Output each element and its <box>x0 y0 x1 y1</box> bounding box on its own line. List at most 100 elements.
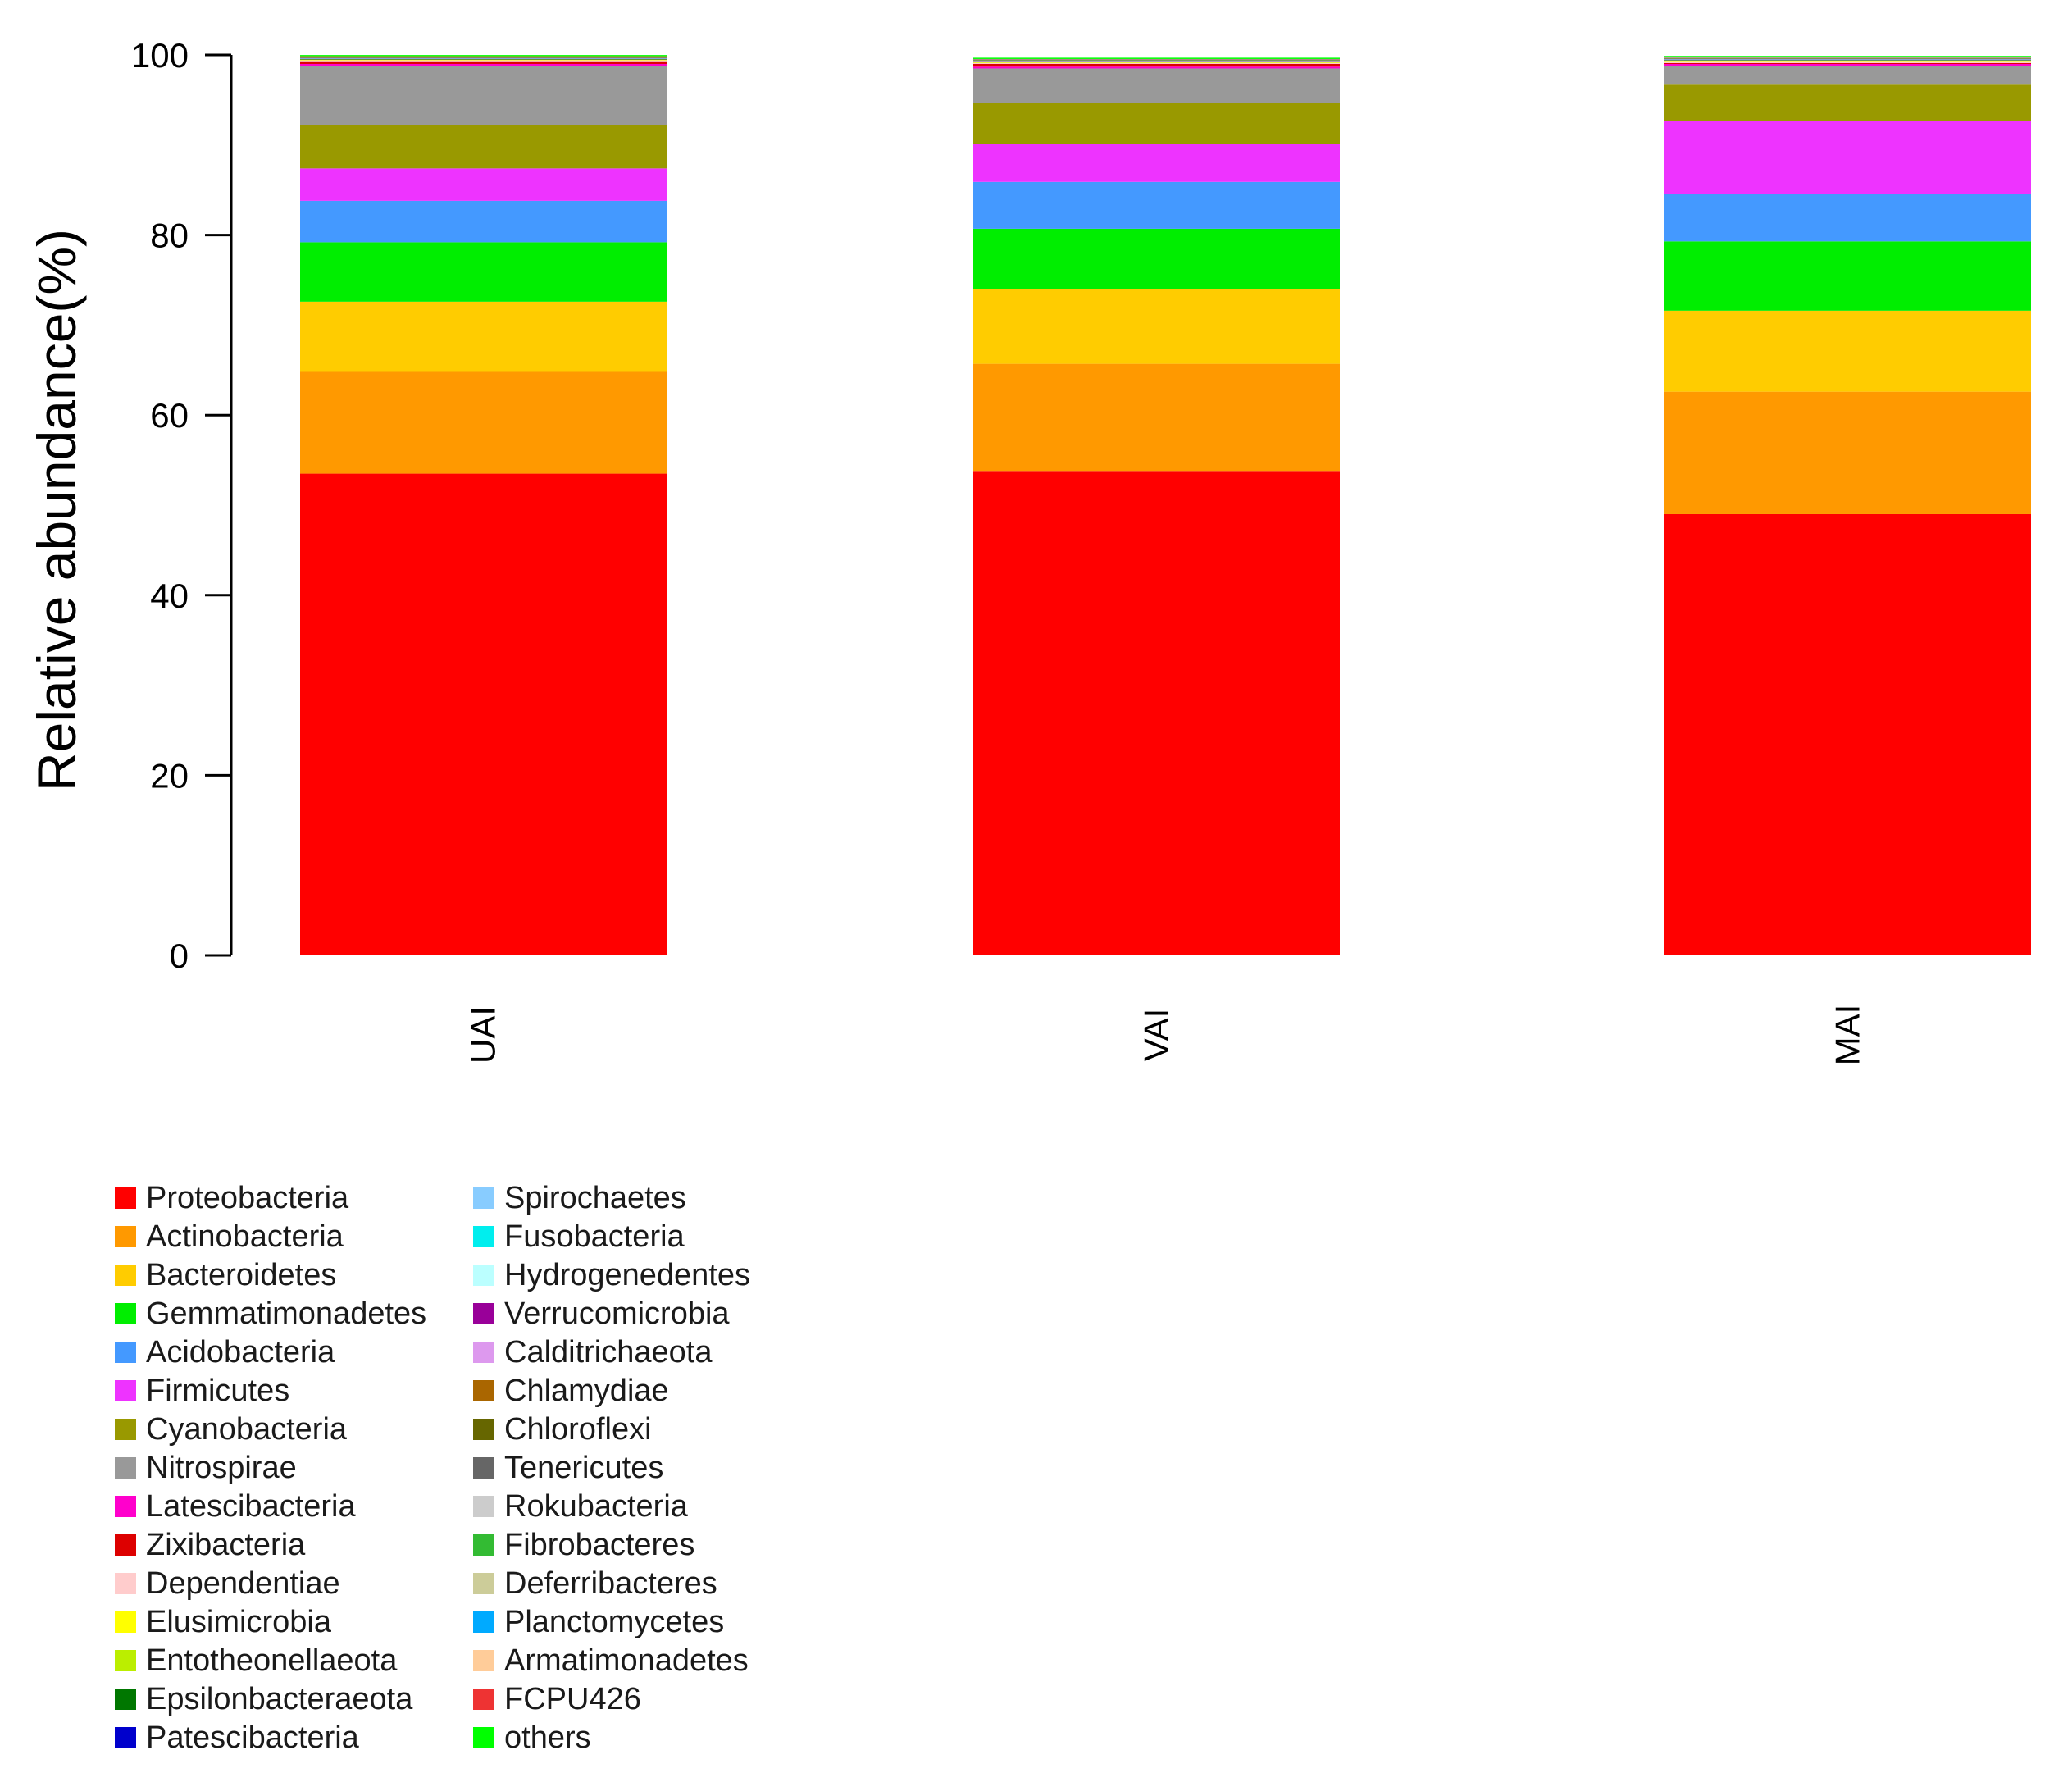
bar-segment-nitrospirae <box>1664 66 2031 85</box>
bar-segment-cyanobacteria <box>973 103 1340 144</box>
legend-swatch <box>473 1650 494 1671</box>
bar-segment-elusimicrobia <box>973 62 1340 63</box>
bar-segment-firmicutes <box>300 168 667 201</box>
y-axis-title: Relative abundance(%) <box>26 229 87 791</box>
bar-segment-latescibacteria <box>300 63 667 66</box>
legend-label: Armatimonadetes <box>504 1643 749 1678</box>
bar-segment-cyanobacteria <box>1664 84 2031 121</box>
bar-segment-dependentiae <box>300 60 667 62</box>
y-tick-label: 0 <box>170 937 189 975</box>
y-tick-label: 80 <box>150 216 189 255</box>
legend-swatch <box>473 1265 494 1286</box>
x-tick-label: MAI <box>1828 1005 1867 1066</box>
legend-swatch <box>115 1265 136 1286</box>
legend-swatch <box>473 1496 494 1517</box>
legend-swatch <box>473 1342 494 1363</box>
legend-label: Spirochaetes <box>504 1181 686 1215</box>
bar-segment-bacteroidetes <box>1664 310 2031 392</box>
y-tick-label: 60 <box>150 396 189 435</box>
bar-segment-actinobacteria <box>973 363 1340 472</box>
legend-swatch <box>473 1303 494 1324</box>
legend-label: Gemmatimonadetes <box>146 1297 427 1331</box>
legend-label: others <box>504 1720 591 1755</box>
legend-swatch <box>473 1727 494 1748</box>
bar-segment-others <box>1664 56 2031 57</box>
bar-segment-zixibacteria <box>300 61 667 64</box>
legend-swatch <box>473 1534 494 1556</box>
legend-swatch <box>115 1496 136 1517</box>
bars-group <box>300 55 2031 955</box>
legend-swatch <box>473 1611 494 1633</box>
bar-stack-mai <box>1664 56 2031 955</box>
bar-segment-gemmatimonadetes <box>973 228 1340 289</box>
x-tick-label: UAI <box>464 1006 503 1064</box>
legend-label: Latescibacteria <box>146 1489 356 1524</box>
bar-segment-acidobacteria <box>973 181 1340 229</box>
legend-label: Patescibacteria <box>146 1720 359 1755</box>
legend-swatch <box>473 1689 494 1710</box>
bar-segment-others <box>300 55 667 57</box>
legend-swatch <box>115 1380 136 1401</box>
bar-segment-nitrospirae <box>300 66 667 125</box>
legend-label: Elusimicrobia <box>146 1605 331 1639</box>
legend-label: Actinobacteria <box>146 1219 344 1254</box>
y-tick-label: 40 <box>150 577 189 615</box>
legend-swatch <box>115 1457 136 1479</box>
bar-stack-uai <box>300 55 667 955</box>
legend-swatch <box>473 1457 494 1479</box>
bar-segment-cyanobacteria <box>300 125 667 169</box>
bar-segment-elusimicrobia <box>300 60 667 61</box>
legend-label: Acidobacteria <box>146 1335 335 1370</box>
bar-segment-proteobacteria <box>973 471 1340 955</box>
bar-segment-entotheonellaeota <box>1664 60 2031 62</box>
bar-segment-latescibacteria <box>1664 63 2031 66</box>
legend-swatch <box>473 1187 494 1209</box>
bar-segment-gemmatimonadetes <box>1664 241 2031 311</box>
bar-segment-acidobacteria <box>300 200 667 243</box>
legend-swatch <box>115 1226 136 1247</box>
legend-label: Dependentiae <box>146 1566 340 1601</box>
bar-segment-dependentiae <box>1664 61 2031 63</box>
legend-swatch <box>473 1419 494 1440</box>
bar-segment-acidobacteria <box>1664 194 2031 242</box>
bar-segment-elusimicrobia <box>1664 61 2031 62</box>
legend-swatch <box>473 1226 494 1247</box>
bar-stack-vai <box>973 57 1340 955</box>
legend-label: Epsilonbacteraeota <box>146 1682 413 1716</box>
y-tick-label: 20 <box>150 756 189 795</box>
bar-segment-bacteroidetes <box>300 301 667 372</box>
bar-segment-firmicutes <box>1664 121 2031 194</box>
legend-label: Cyanobacteria <box>146 1412 348 1447</box>
legend-swatch <box>115 1342 136 1363</box>
legend-label: Hydrogenedentes <box>504 1258 750 1292</box>
legend-label: Verrucomicrobia <box>504 1297 730 1331</box>
x-tick-label: VAI <box>1137 1009 1176 1062</box>
bar-segment-actinobacteria <box>1664 391 2031 514</box>
bar-segment-fcpu426 <box>973 58 1340 60</box>
bar-segment-firmicutes <box>973 144 1340 182</box>
bar-segment-dependentiae <box>973 62 1340 64</box>
legend-label: FCPU426 <box>504 1682 641 1716</box>
legend-label: Rokubacteria <box>504 1489 688 1524</box>
legend-label: Zixibacteria <box>146 1528 306 1562</box>
legend-label: Proteobacteria <box>146 1181 349 1215</box>
bar-segment-fcpu426 <box>1664 57 2031 58</box>
bar-segment-latescibacteria <box>973 66 1340 69</box>
legend-label: Deferribacteres <box>504 1566 717 1601</box>
bar-segment-zixibacteria <box>1664 62 2031 64</box>
legend-swatch <box>473 1380 494 1401</box>
y-axis: 0 20 40 60 80 100 <box>131 36 233 975</box>
legend-label: Nitrospirae <box>146 1451 297 1485</box>
bar-segment-proteobacteria <box>300 473 667 955</box>
legend-label: Chlamydiae <box>504 1374 669 1408</box>
legend-swatch <box>115 1187 136 1209</box>
x-axis-labels: UAI VAI MAI <box>464 1005 1867 1066</box>
legend-label: Tenericutes <box>504 1451 664 1485</box>
bar-segment-entotheonellaeota <box>973 62 1340 63</box>
bar-segment-others <box>973 57 1340 59</box>
legend-swatch <box>115 1573 136 1594</box>
legend-swatch <box>115 1534 136 1556</box>
legend-swatch <box>115 1650 136 1671</box>
bar-segment-bacteroidetes <box>973 289 1340 364</box>
